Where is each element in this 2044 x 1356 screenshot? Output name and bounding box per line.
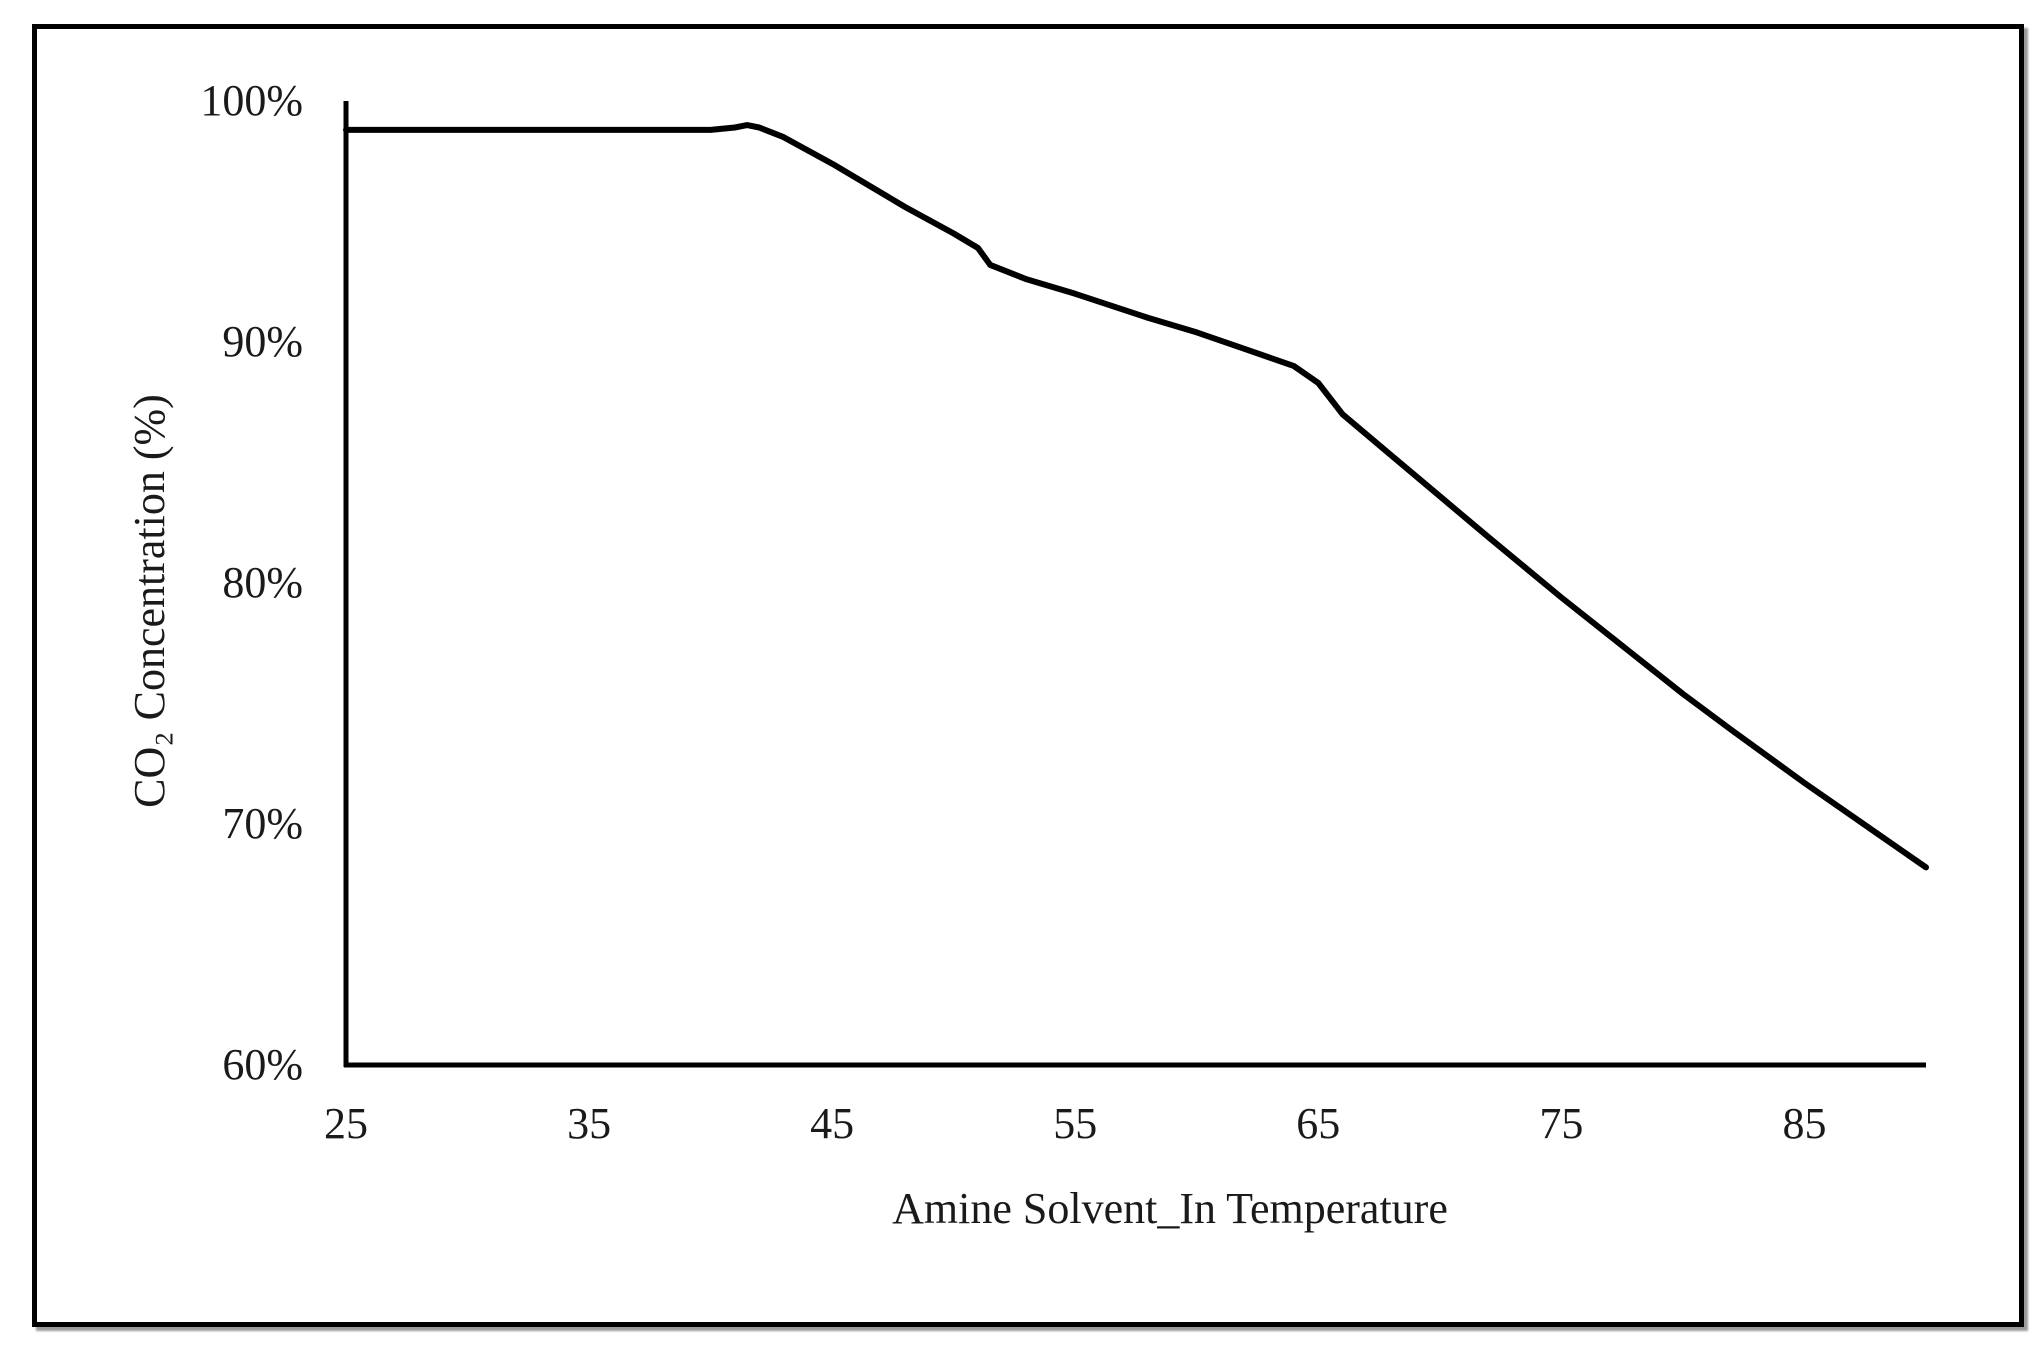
x-tick-labels: 25 35 45 55 65 75 85 <box>324 1099 1826 1148</box>
x-axis-title: Amine Solvent_In Temperature <box>892 1184 1448 1233</box>
x-tick-label: 35 <box>567 1099 611 1148</box>
series-line-co2-concentration <box>343 122 1929 871</box>
y-axis-title: CO₂ Concentration (%) <box>125 394 174 808</box>
y-tick-label: 60% <box>222 1040 303 1089</box>
y-tick-label: 80% <box>222 558 303 607</box>
y-tick-label: 90% <box>222 317 303 366</box>
x-tick-label: 55 <box>1053 1099 1097 1148</box>
x-tick-label: 25 <box>324 1099 368 1148</box>
line-chart: CO₂ Concentration (%) Amine Solvent_In T… <box>125 76 1929 1233</box>
x-tick-label: 85 <box>1782 1099 1826 1148</box>
x-tick-label: 65 <box>1296 1099 1340 1148</box>
y-tick-label: 70% <box>222 799 303 848</box>
chart-frame: CO₂ Concentration (%) Amine Solvent_In T… <box>32 24 2024 1327</box>
y-tick-labels: 60% 70% 80% 90% 100% <box>200 76 303 1089</box>
y-tick-label: 100% <box>200 76 303 125</box>
x-tick-label: 75 <box>1539 1099 1583 1148</box>
x-tick-label: 45 <box>810 1099 854 1148</box>
y-axis-title-group: CO₂ Concentration (%) <box>125 394 174 808</box>
